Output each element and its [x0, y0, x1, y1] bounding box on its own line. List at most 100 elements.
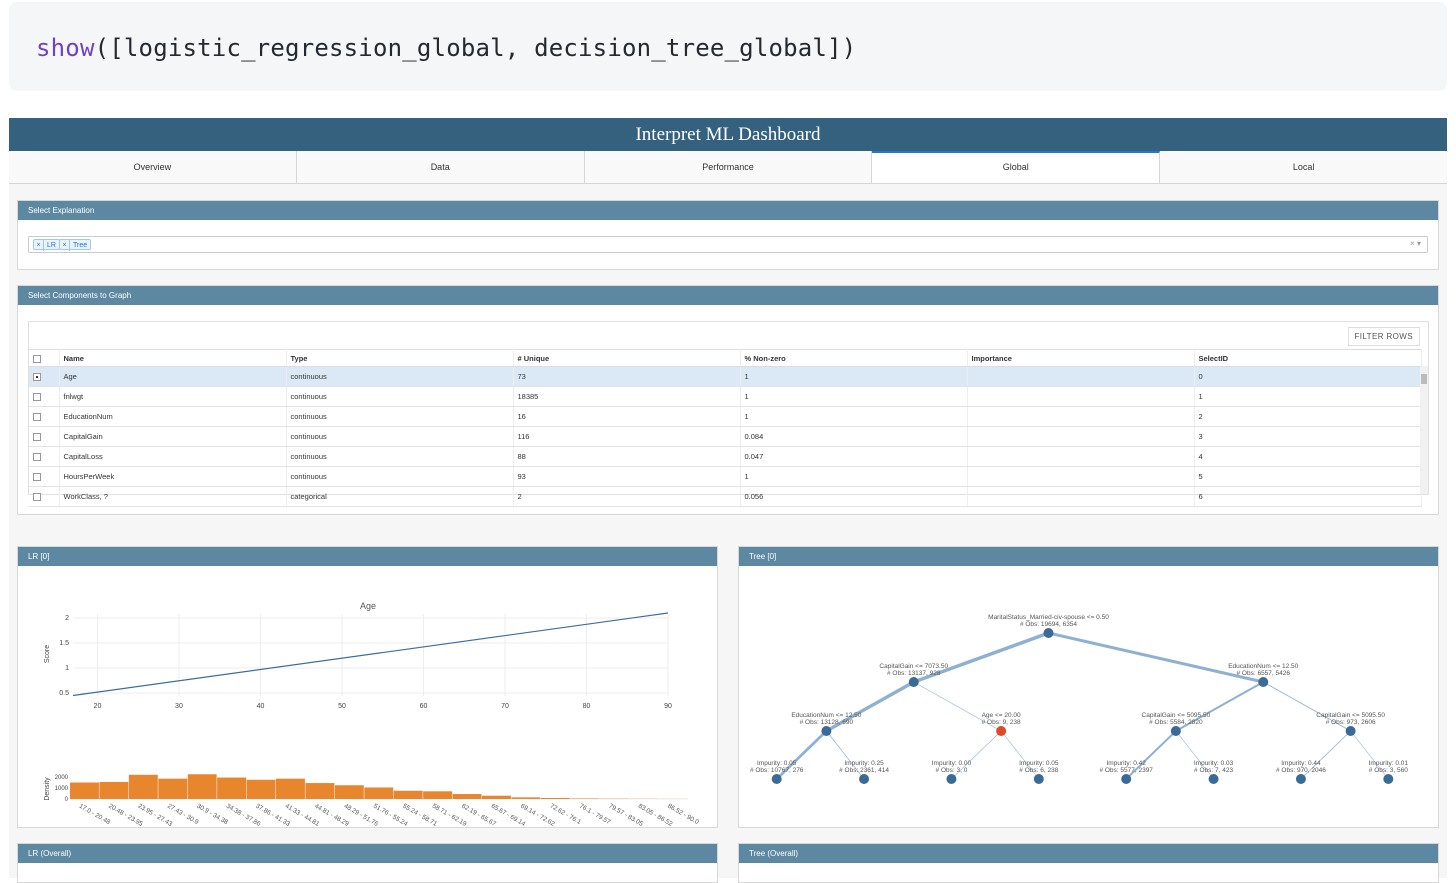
hist-bar[interactable] [453, 794, 482, 799]
tree-node[interactable] [1044, 628, 1054, 638]
row-select-cell[interactable] [29, 487, 59, 507]
code-cell[interactable]: show([logistic_regression_global, decisi… [9, 2, 1447, 91]
components-table: FILTER ROWS Name Type # Unique % Non-zer… [28, 321, 1429, 495]
filter-rows-button[interactable]: FILTER ROWS [1348, 327, 1420, 346]
tree-node[interactable] [909, 677, 919, 687]
code-args: ([logistic_regression_global, decision_t… [95, 34, 857, 62]
hist-bar[interactable] [99, 782, 128, 799]
tree-node[interactable] [1296, 774, 1306, 784]
col-unique[interactable]: # Unique [513, 350, 740, 367]
tree-node-obs: # Obs: 3, 560 [1369, 767, 1408, 774]
hist-bar[interactable] [511, 797, 540, 799]
table-scrollbar[interactable] [1420, 366, 1428, 494]
hist-bar[interactable] [335, 785, 364, 799]
hist-bar[interactable] [217, 778, 246, 799]
row-checkbox[interactable] [33, 493, 41, 501]
chip-remove-icon[interactable]: × [60, 240, 70, 251]
select-controls: × ▾ [1410, 239, 1421, 248]
tree-node[interactable] [1209, 774, 1219, 784]
tab-overview[interactable]: Overview [9, 151, 297, 183]
cell-importance [967, 427, 1194, 447]
clear-all-icon[interactable]: × [1410, 239, 1415, 248]
tree-node[interactable] [1346, 726, 1356, 736]
tree-node-label: Impurity: 0.44 [1281, 760, 1321, 767]
cell-name: EducationNum [59, 407, 286, 427]
row-select-cell[interactable] [29, 467, 59, 487]
tab-global[interactable]: Global [872, 151, 1160, 183]
hist-bar[interactable] [305, 783, 334, 799]
tree-node-obs: # Obs: 5577, 2397 [1099, 767, 1153, 774]
tree-node[interactable] [772, 774, 782, 784]
chip-label: LR [44, 242, 59, 249]
row-checkbox[interactable] [33, 373, 41, 381]
hist-bar[interactable] [364, 787, 393, 799]
hist-bar[interactable] [394, 791, 423, 799]
col-type[interactable]: Type [286, 350, 513, 367]
hist-bar[interactable] [423, 791, 452, 799]
chip-lr[interactable]: ×LR [33, 239, 60, 250]
tree-node[interactable] [1034, 774, 1044, 784]
select-all-checkbox[interactable] [33, 355, 41, 363]
scrollbar-thumb[interactable] [1421, 374, 1427, 384]
row-select-cell[interactable] [29, 427, 59, 447]
tree-node[interactable] [946, 774, 956, 784]
tree-node[interactable] [1258, 677, 1268, 687]
col-name[interactable]: Name [59, 350, 286, 367]
hist-bar[interactable] [541, 798, 570, 799]
x-tick-label: 60 [420, 703, 428, 710]
hist-bar[interactable] [70, 783, 99, 800]
explanation-multiselect[interactable]: ×LR ×Tree × ▾ [28, 236, 1428, 253]
tree-node[interactable] [1171, 726, 1181, 736]
components-panel: Select Components to Graph FILTER ROWS N… [17, 285, 1439, 515]
cell-unique: 88 [513, 447, 740, 467]
hist-bar[interactable] [276, 779, 305, 799]
tree-chart[interactable]: MaritalStatus_Married-civ-spouse <= 0.50… [739, 566, 1438, 828]
row-checkbox[interactable] [33, 393, 41, 401]
tree-node[interactable] [821, 726, 831, 736]
hist-bar[interactable] [129, 775, 158, 799]
tab-local[interactable]: Local [1160, 151, 1447, 183]
row-select-cell[interactable] [29, 407, 59, 427]
col-importance[interactable]: Importance [967, 350, 1194, 367]
row-checkbox[interactable] [33, 453, 41, 461]
tree-node[interactable] [859, 774, 869, 784]
tree-node[interactable] [1383, 774, 1393, 784]
chip-remove-icon[interactable]: × [34, 240, 44, 251]
cell-type: continuous [286, 407, 513, 427]
row-checkbox[interactable] [33, 413, 41, 421]
col-nonzero[interactable]: % Non-zero [740, 350, 967, 367]
hist-bar[interactable] [247, 780, 276, 799]
hist-bar[interactable] [188, 774, 217, 799]
hist-bar[interactable] [482, 796, 511, 799]
row-checkbox[interactable] [33, 473, 41, 481]
tree-edge [1049, 633, 1264, 682]
chip-tree[interactable]: ×Tree [59, 239, 91, 250]
x-tick-label: 50 [338, 703, 346, 710]
row-checkbox[interactable] [33, 433, 41, 441]
row-select-cell[interactable] [29, 387, 59, 407]
score-line[interactable] [73, 613, 668, 696]
tree-node-highlighted[interactable] [996, 726, 1006, 736]
tab-performance[interactable]: Performance [585, 151, 873, 183]
hist-bar[interactable] [158, 779, 187, 799]
col-selectid[interactable]: SelectID [1194, 350, 1421, 367]
cell-nonzero: 0.056 [740, 487, 967, 507]
x-tick-label: 90 [664, 703, 672, 710]
x-tick-label: 30 [175, 703, 183, 710]
row-select-cell[interactable] [29, 367, 59, 387]
row-select-cell[interactable] [29, 447, 59, 467]
hist-bar[interactable] [570, 798, 599, 799]
tab-data[interactable]: Data [297, 151, 585, 183]
tree-node[interactable] [1121, 774, 1131, 784]
tree-node-label: Impurity: 0.25 [844, 760, 884, 767]
chevron-down-icon[interactable]: ▾ [1417, 239, 1421, 248]
select-all-cell[interactable] [29, 350, 59, 367]
